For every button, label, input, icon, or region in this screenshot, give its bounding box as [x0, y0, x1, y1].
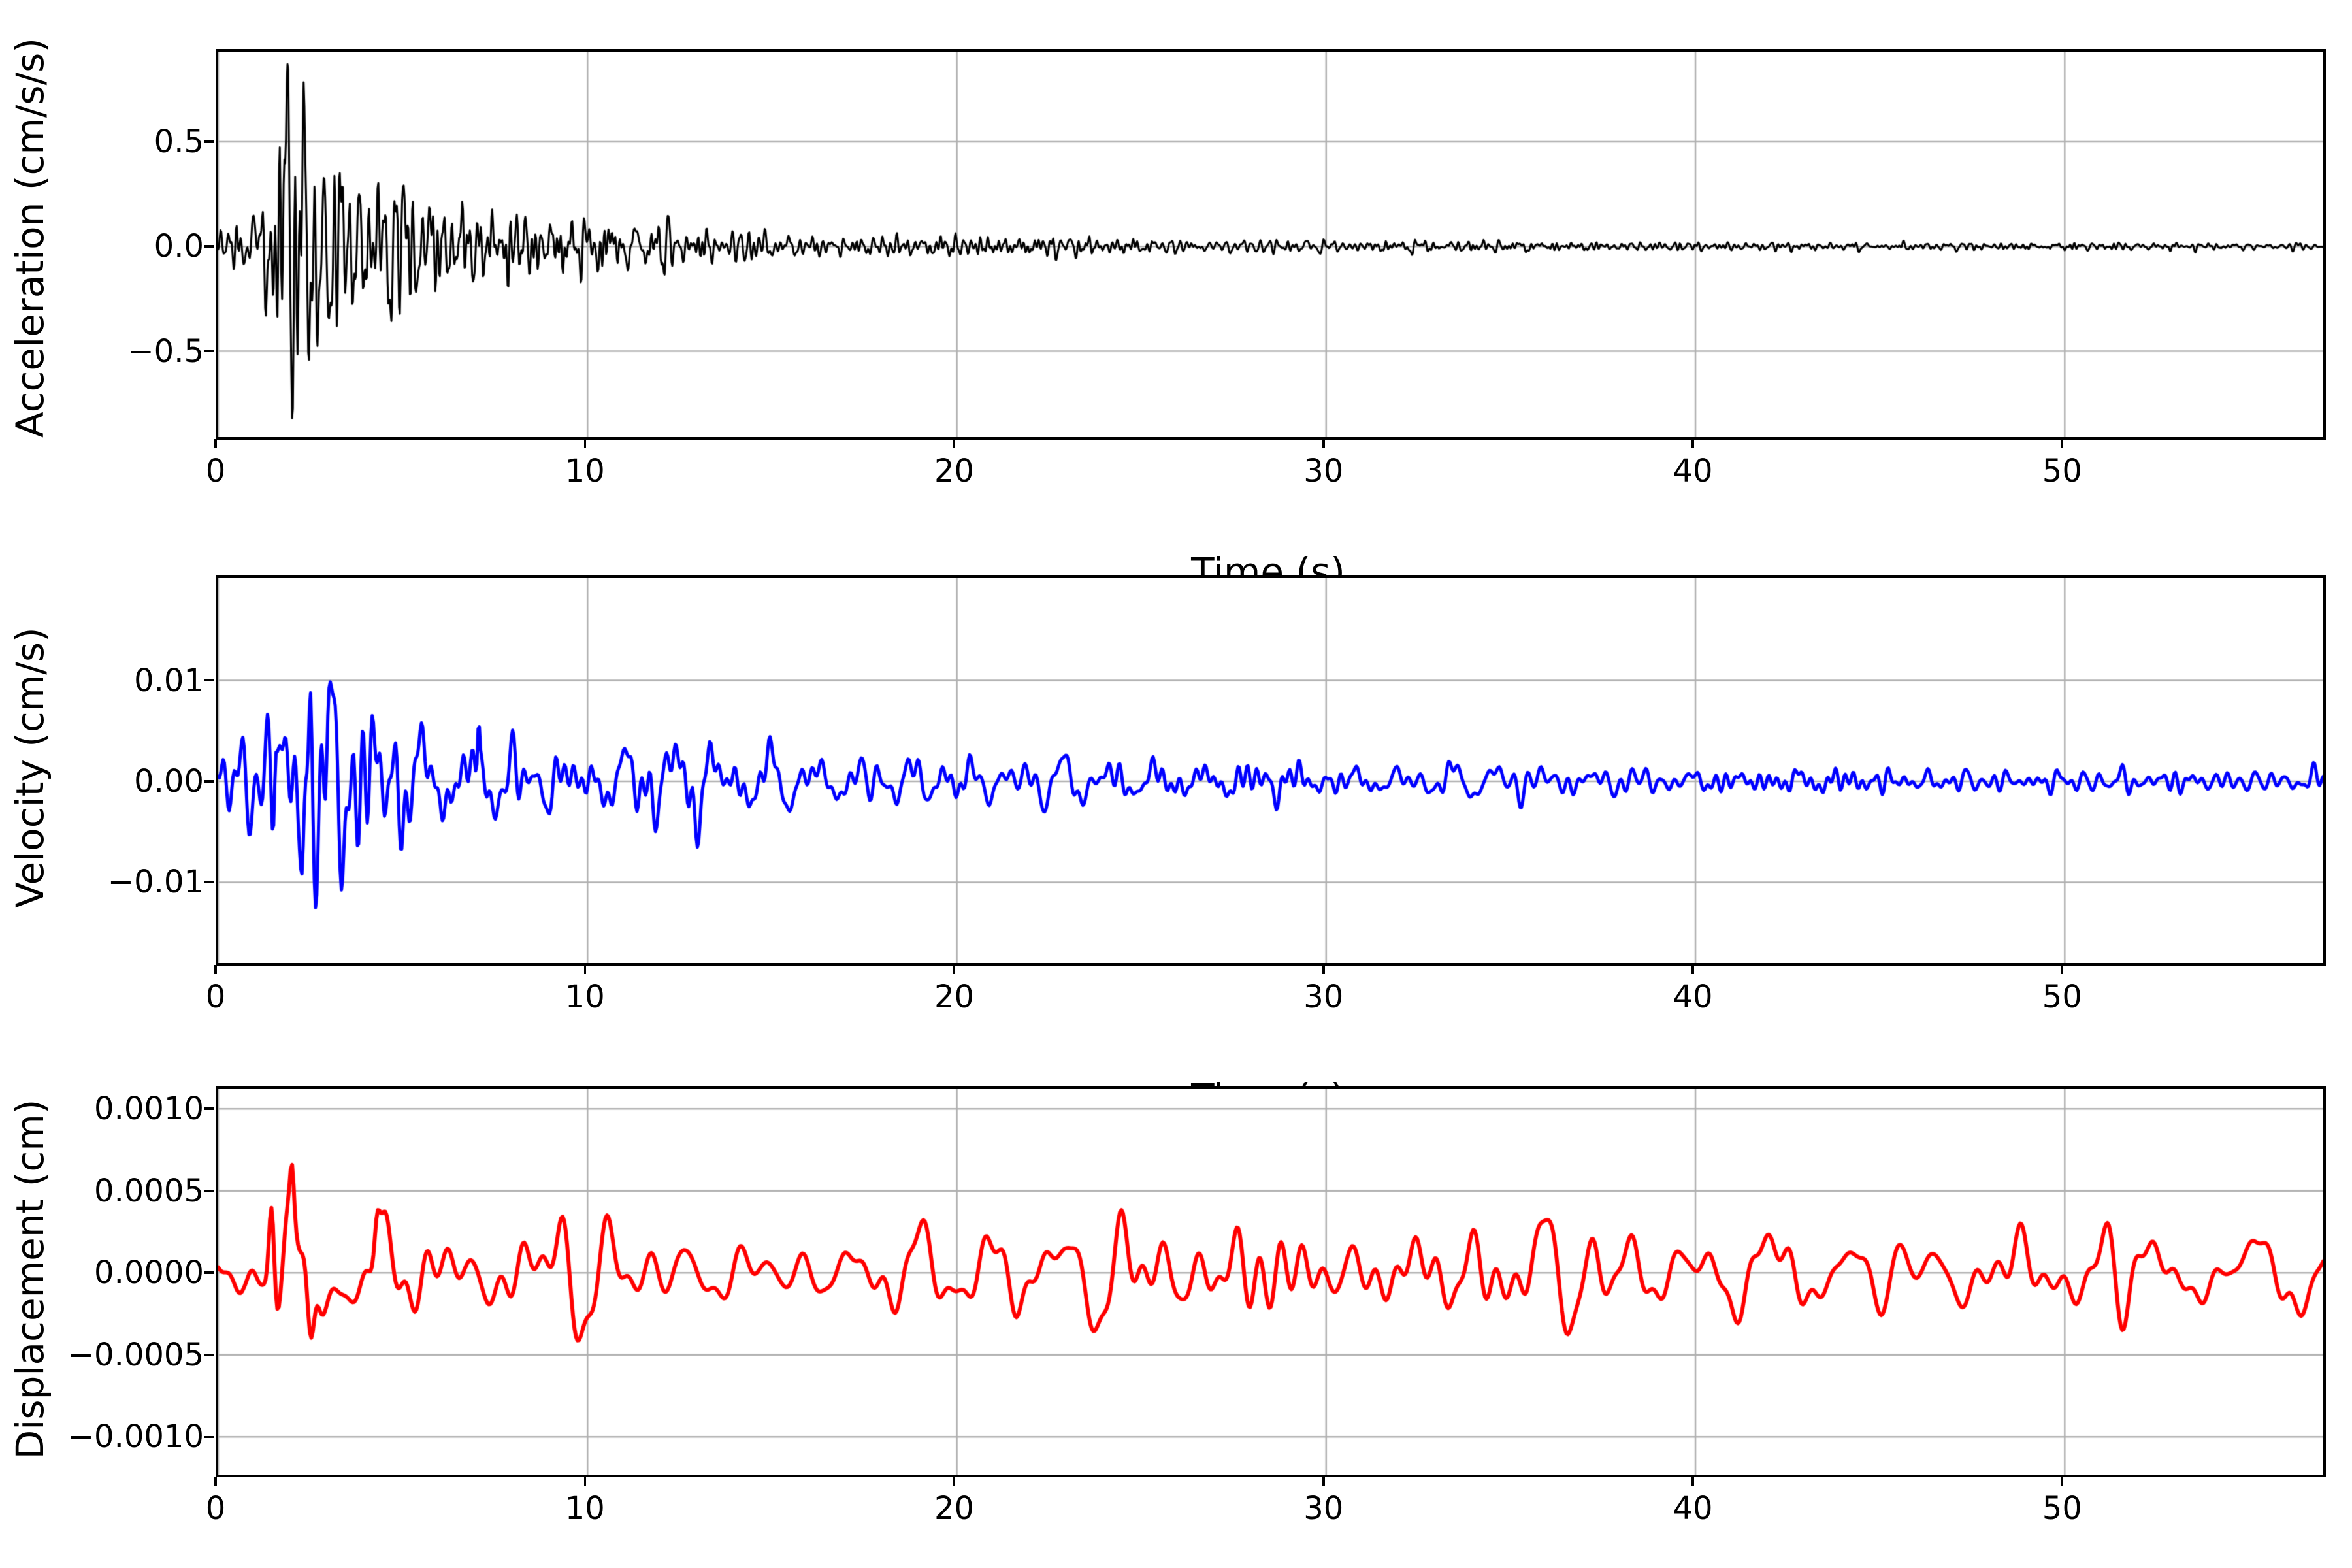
x-tick-label: 50 — [2042, 979, 2082, 1015]
y-tick-label: −0.5 — [127, 333, 204, 370]
x-tick-label: 20 — [934, 1490, 975, 1527]
x-tick-label: 10 — [564, 1490, 605, 1527]
y-tick-label: 0.0 — [154, 228, 204, 265]
displacement-waveform-canvas — [218, 1089, 2323, 1475]
y-tick-label: 0.5 — [154, 123, 204, 160]
y-tick-mark — [204, 1107, 214, 1110]
x-tick-label: 30 — [1303, 1490, 1344, 1527]
y-tick-mark — [204, 350, 214, 353]
x-tick-mark — [953, 1477, 956, 1486]
x-tick-mark — [2061, 1477, 2064, 1486]
y-tick-mark — [204, 1435, 214, 1438]
x-tick-label: 0 — [205, 453, 226, 489]
y-tick-label: −0.0005 — [67, 1336, 204, 1373]
x-tick-mark — [214, 1477, 217, 1486]
x-tick-mark — [214, 439, 217, 448]
y-tick-label: 0.00 — [134, 762, 204, 800]
x-tick-mark — [583, 439, 586, 448]
y-tick-mark — [204, 140, 214, 143]
y-tick-mark — [204, 1189, 214, 1192]
x-tick-mark — [583, 1477, 586, 1486]
y-tick-mark — [204, 780, 214, 783]
y-tick-label: 0.0005 — [94, 1172, 204, 1209]
x-tick-label: 10 — [564, 979, 605, 1015]
x-tick-label: 0 — [205, 979, 226, 1015]
x-tick-mark — [1691, 439, 1694, 448]
x-tick-label: 50 — [2042, 1490, 2082, 1527]
x-tick-label: 0 — [205, 1490, 226, 1527]
x-tick-label: 10 — [564, 453, 605, 489]
velocity-y-axis-label: Velocity (cm/s) — [8, 627, 52, 908]
x-tick-mark — [1322, 1477, 1325, 1486]
x-tick-label: 20 — [934, 453, 975, 489]
x-tick-mark — [953, 965, 956, 974]
x-tick-mark — [953, 439, 956, 448]
y-tick-mark — [204, 881, 214, 884]
acceleration-y-axis-label: Acceleration (cm/s/s) — [8, 37, 52, 438]
acceleration-plot-area — [216, 49, 2326, 440]
y-tick-mark — [204, 1353, 214, 1356]
displacement-plot-area — [216, 1086, 2326, 1477]
y-tick-mark — [204, 1271, 214, 1274]
y-tick-label: −0.01 — [107, 864, 204, 901]
x-tick-mark — [214, 965, 217, 974]
velocity-plot-area — [216, 575, 2326, 966]
x-tick-mark — [2061, 965, 2064, 974]
x-tick-label: 40 — [1673, 979, 1713, 1015]
displacement-y-axis-label: Displacement (cm) — [8, 1099, 52, 1460]
acceleration-waveform-canvas — [218, 52, 2323, 437]
velocity-waveform-canvas — [218, 578, 2323, 963]
x-tick-mark — [2061, 439, 2064, 448]
x-tick-label: 40 — [1673, 1490, 1713, 1527]
x-tick-label: 50 — [2042, 453, 2082, 489]
y-tick-mark — [204, 679, 214, 682]
x-tick-label: 30 — [1303, 979, 1344, 1015]
x-tick-mark — [1691, 965, 1694, 974]
x-tick-mark — [1322, 439, 1325, 448]
x-tick-label: 40 — [1673, 453, 1713, 489]
y-tick-label: 0.0000 — [94, 1254, 204, 1292]
x-tick-label: 20 — [934, 979, 975, 1015]
y-tick-mark — [204, 245, 214, 248]
y-tick-label: 0.01 — [134, 662, 204, 699]
x-tick-mark — [1322, 965, 1325, 974]
x-tick-mark — [1691, 1477, 1694, 1486]
y-tick-label: −0.0010 — [67, 1418, 204, 1456]
y-tick-label: 0.0010 — [94, 1090, 204, 1128]
x-tick-mark — [583, 965, 586, 974]
x-tick-label: 30 — [1303, 453, 1344, 489]
